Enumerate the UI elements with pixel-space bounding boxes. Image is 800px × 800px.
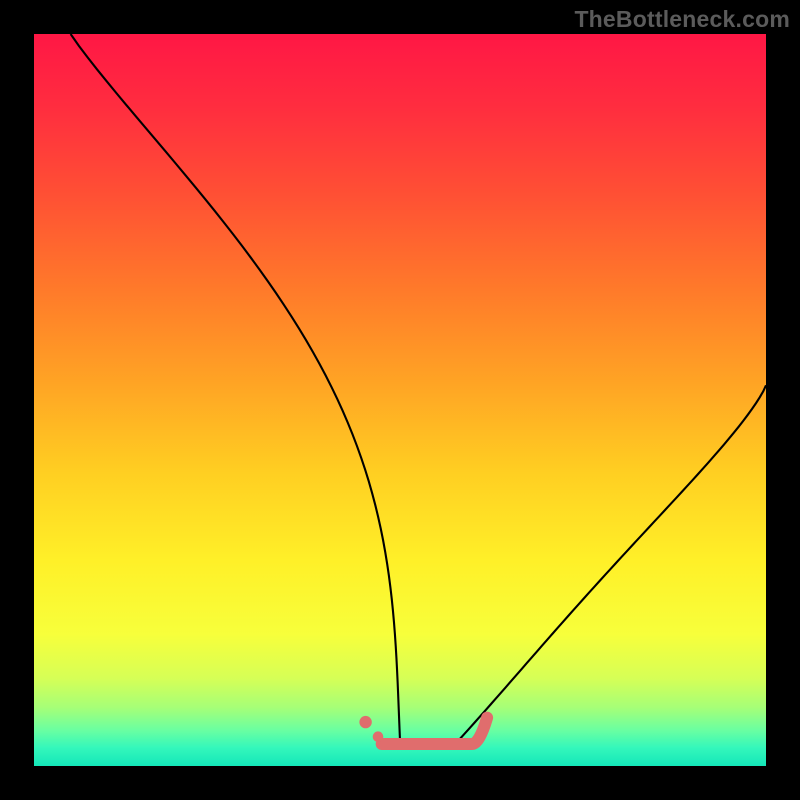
- curve-right: [459, 385, 766, 740]
- valley-dot-1: [373, 731, 384, 742]
- valley-highlight: [382, 718, 487, 744]
- valley-dot-0: [359, 716, 371, 728]
- chart-frame: TheBottleneck.com: [0, 0, 800, 800]
- watermark-text: TheBottleneck.com: [574, 6, 790, 33]
- chart-svg: [0, 0, 800, 800]
- curve-left: [71, 34, 400, 740]
